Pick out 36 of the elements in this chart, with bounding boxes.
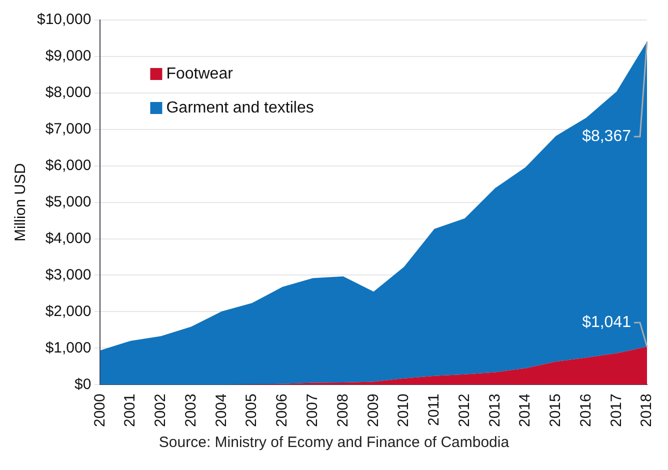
y-tick-label: $4,000	[45, 230, 92, 247]
y-tick-label: $5,000	[45, 193, 92, 210]
y-tick-label: $10,000	[36, 11, 92, 28]
x-tick-label: 2014	[516, 394, 534, 428]
x-tick-label: 2006	[274, 394, 291, 428]
x-tick-label: 2012	[456, 394, 473, 428]
x-tick-label: 2018	[638, 394, 656, 428]
x-tick-label: 2008	[334, 394, 352, 428]
x-tick-label: 2010	[395, 394, 412, 428]
x-tick-label: 2016	[577, 394, 594, 428]
y-axis-title: Million USD	[12, 162, 30, 242]
x-tick-label: 2000	[91, 394, 108, 428]
y-tick-label: $3,000	[45, 266, 92, 284]
x-tick-label: 2017	[608, 394, 625, 428]
x-tick-label: 2011	[426, 394, 443, 426]
source-note: Source: Ministry of Ecomy and Finance of Cambodia	[158, 434, 510, 451]
data-label: $1,041	[582, 314, 632, 332]
x-tick-label: 2007	[304, 394, 321, 428]
y-tick-label: $7,000	[45, 120, 92, 138]
x-tick-label: 2013	[486, 394, 504, 428]
y-tick-label: $6,000	[45, 156, 92, 174]
legend-label: Footwear	[166, 65, 234, 82]
legend-label: Garment and textiles	[166, 99, 314, 116]
x-tick-label: 2001	[122, 394, 139, 428]
x-tick-label: 2004	[212, 394, 230, 428]
y-tick-label: $1,000	[45, 339, 92, 356]
data-label: $8,367	[582, 128, 632, 145]
x-tick-label: 2009	[364, 394, 382, 428]
x-tick-label: 2003	[182, 394, 200, 428]
y-tick-label: $2,000	[45, 302, 92, 320]
y-tick-label: $9,000	[45, 48, 92, 65]
x-tick-label: 2005	[243, 394, 260, 428]
x-tick-label: 2015	[547, 394, 564, 428]
x-tick-label: 2002	[152, 394, 170, 428]
y-tick-label: $0	[74, 376, 92, 393]
y-tick-label: $8,000	[45, 84, 92, 102]
